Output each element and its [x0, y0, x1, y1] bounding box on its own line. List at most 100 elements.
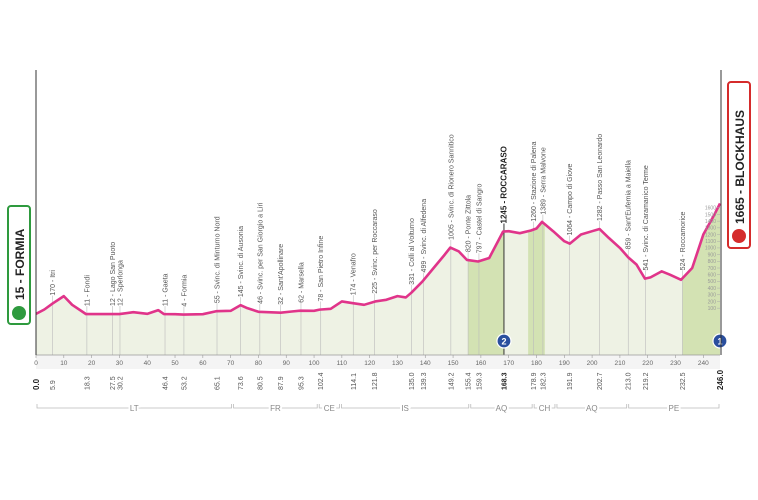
kom-marker	[496, 333, 512, 349]
waypoint-km: 182.3	[540, 372, 547, 390]
region-label: CE	[324, 404, 335, 413]
region-label: IS	[401, 404, 409, 413]
x-tick-label: 180	[531, 360, 542, 367]
waypoint-label: 1005 - Svinc. di Rionero Sannitico	[448, 134, 455, 240]
x-tick-label: 100	[309, 360, 320, 367]
waypoint-label: 4 - Formia	[181, 275, 188, 307]
end-km: 246.0	[716, 369, 725, 390]
waypoint-label: 11 - Fondi	[84, 275, 91, 306]
profile-area	[36, 203, 720, 355]
start-icon	[12, 306, 26, 320]
waypoint-km: 155.4	[466, 372, 473, 390]
x-tick-label: 150	[448, 360, 459, 367]
region-bracket	[233, 404, 318, 409]
y-tick-label: 1400	[705, 219, 716, 225]
waypoint-label: 62 - Marsella	[298, 262, 305, 303]
waypoint-km: 159.3	[476, 372, 483, 390]
waypoint-label: 1260 - Stazione di Palena	[531, 141, 538, 221]
waypoint-km: 202.7	[597, 372, 604, 390]
waypoint-label: 1282 - Passo San Leonardo	[597, 134, 604, 221]
x-tick-label: 10	[60, 360, 68, 367]
waypoint-label: 55 - Svinc. di Minturno Nord	[215, 216, 222, 303]
x-tick-label: 20	[88, 360, 96, 367]
waypoint-km: 102.4	[318, 372, 325, 390]
waypoint-km: 149.2	[448, 372, 455, 390]
waypoint-label: 12 - Sperlonga	[117, 260, 124, 306]
waypoint-km: 65.1	[215, 376, 222, 390]
waypoint-km: 30.2	[117, 376, 124, 390]
y-tick-label: 1600	[705, 206, 716, 212]
waypoint-km: 232.5	[680, 372, 687, 390]
waypoint-km: 5.9	[50, 380, 57, 390]
x-tick-label: 200	[587, 360, 598, 367]
waypoint-label: 820 - Ponte Zittola	[466, 195, 473, 252]
region-bracket	[318, 404, 340, 409]
x-tick-label: 60	[199, 360, 207, 367]
region-bracket	[36, 404, 232, 409]
start-sign	[7, 205, 31, 325]
waypoint-label: 174 - Venafro	[351, 253, 358, 295]
waypoint-km: 73.6	[238, 376, 245, 390]
region-label: CH	[539, 404, 551, 413]
x-tick-label: 70	[227, 360, 235, 367]
y-tick-label: 700	[708, 266, 717, 272]
region-bracket	[341, 404, 470, 409]
y-tick-label: 600	[708, 272, 717, 278]
y-tick-label: 400	[708, 286, 717, 292]
waypoint-label: 32 - Sant'Apollinare	[278, 244, 285, 305]
y-tick-label: 200	[708, 299, 717, 305]
waypoint-km: 27.5	[110, 376, 117, 390]
waypoint-km: 80.5	[257, 376, 264, 390]
waypoint-km: 139.3	[421, 372, 428, 390]
waypoint-label: 859 - Sant'Eufemia a Maiella	[626, 160, 633, 249]
region-label: PE	[669, 404, 680, 413]
waypoint-label: 145 - Svinc. di Ausonia	[238, 226, 245, 297]
waypoint-label: 797 - Castel di Sangro	[476, 183, 483, 253]
waypoint-km: 95.3	[298, 376, 305, 390]
climb-shading	[528, 221, 545, 355]
axis-band	[36, 355, 720, 369]
waypoint-km: 87.9	[278, 376, 285, 390]
waypoint-km: 114.1	[351, 373, 358, 390]
waypoint-km: 53.2	[181, 376, 188, 390]
y-tick-label: 800	[708, 259, 717, 265]
finish-label: 1665 - BLOCKHAUS	[733, 110, 747, 224]
x-tick-label: 40	[144, 360, 152, 367]
waypoint-label: 524 - Roccamorice	[680, 211, 687, 270]
region-label: AQ	[496, 404, 508, 413]
waypoint-label: 11 - Gaeta	[163, 273, 170, 306]
y-tick-label: 1200	[705, 232, 716, 238]
start-label: 15 - FORMIA	[13, 228, 27, 300]
waypoint-km: 191.9	[567, 372, 574, 390]
region-bracket	[628, 404, 720, 409]
waypoint-label: 1245 - ROCCARASO	[499, 146, 508, 223]
waypoint-label: 1389 - Serra Malvone	[540, 147, 547, 214]
waypoint-label: 46 - Svinc. per San Giorgio a Liri	[257, 202, 264, 304]
x-tick-label: 240	[698, 360, 709, 367]
climb-shading	[682, 203, 720, 355]
waypoint-km: 219.2	[643, 372, 650, 390]
profile-line	[35, 202, 722, 316]
region-label: LT	[130, 404, 139, 413]
x-tick-label: 160	[475, 360, 486, 367]
plot: 170 - Itri 5.9 11 - Fondi 18.3 12 - Lago San…	[32, 134, 728, 415]
x-tick-label: 90	[283, 360, 291, 367]
waypoint-label: 499 - Svinc. di Alfedena	[421, 199, 428, 273]
x-tick-label: 170	[503, 360, 514, 367]
x-tick-label: 110	[337, 360, 348, 367]
waypoint-km: 213.0	[626, 372, 633, 390]
region-label: AQ	[586, 404, 598, 413]
x-tick-label: 30	[116, 360, 124, 367]
y-tick-label: 1500	[705, 212, 716, 218]
y-tick-label: 300	[708, 293, 717, 299]
x-tick-label: 190	[559, 360, 570, 367]
finish-sign	[727, 81, 751, 249]
x-tick-label: 0	[34, 360, 38, 367]
waypoint-km: 178.9	[531, 372, 538, 390]
waypoint-label: 78 - San Pietro Infine	[318, 236, 325, 302]
region-bracket	[556, 404, 628, 409]
waypoint-km: 46.4	[163, 376, 170, 390]
x-tick-label: 210	[614, 360, 625, 367]
